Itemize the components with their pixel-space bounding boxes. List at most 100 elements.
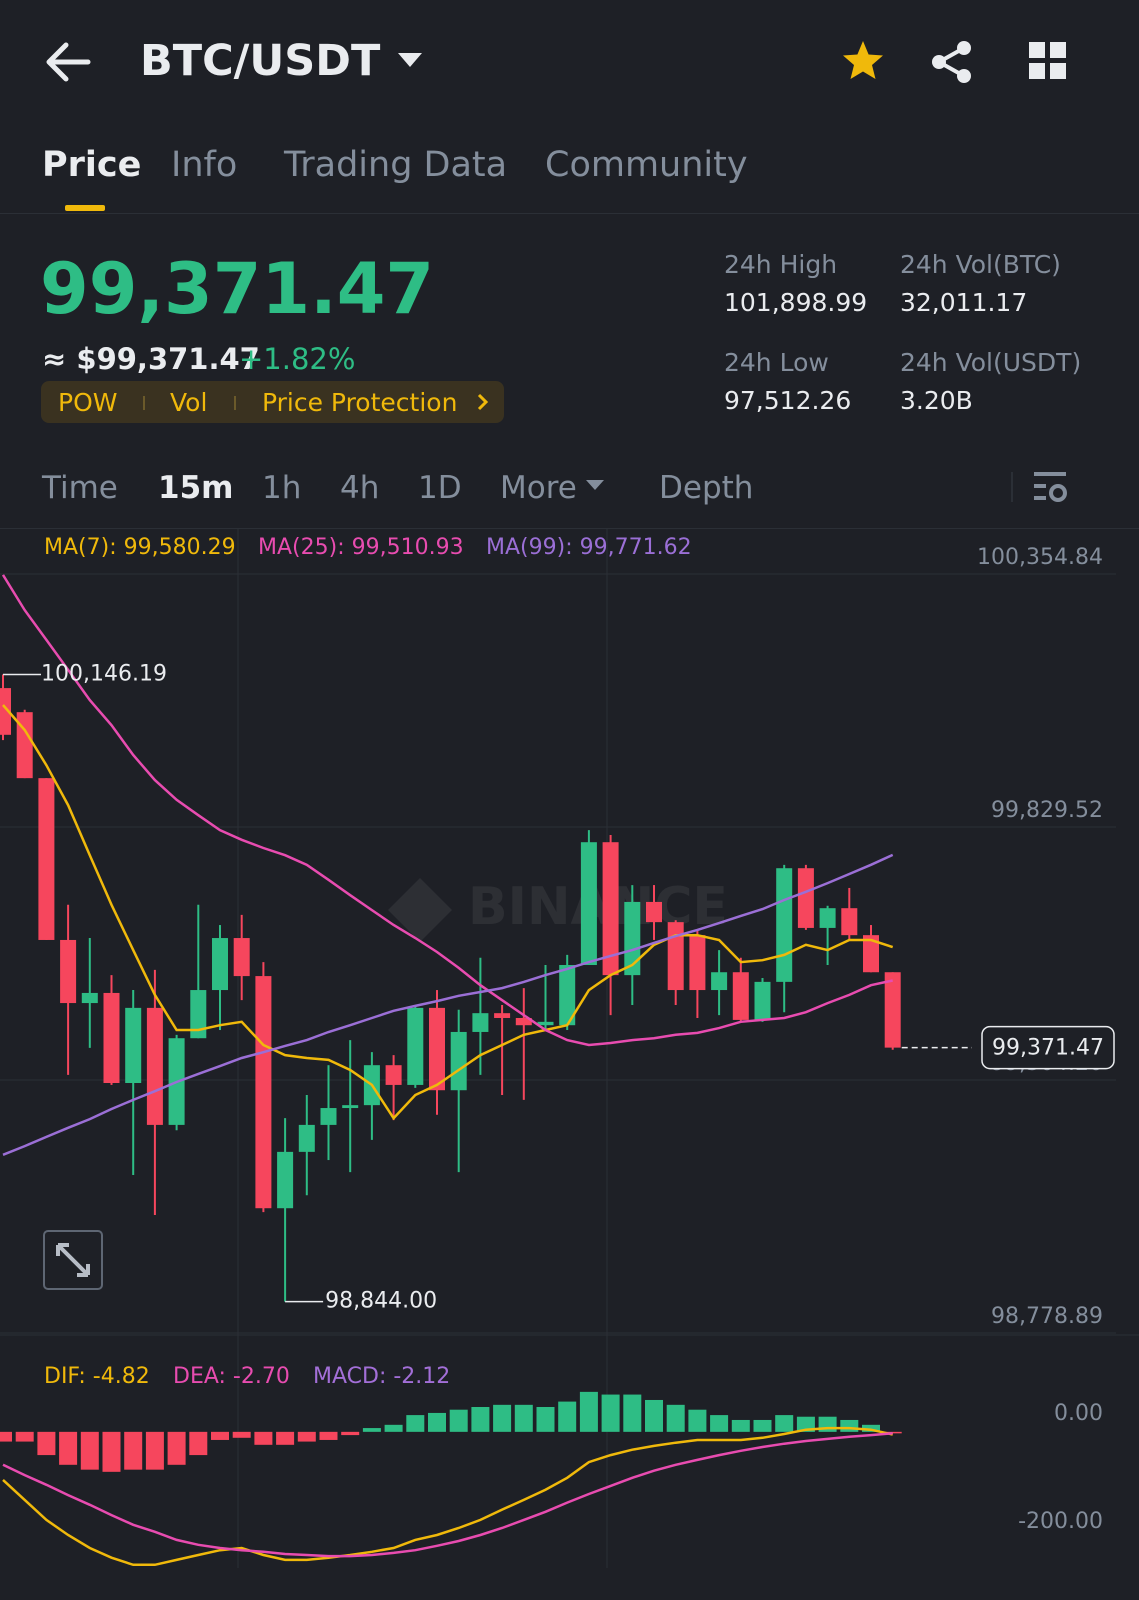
candle-body — [624, 901, 641, 976]
price-change: +1.82% — [239, 342, 356, 376]
last-price-label: 99,371.47 — [992, 1036, 1104, 1061]
grid-menu[interactable] — [1029, 42, 1067, 80]
back-button[interactable] — [44, 40, 92, 84]
macd-bar — [731, 1419, 750, 1432]
tag[interactable]: Price Protection — [262, 388, 458, 417]
candle-body — [385, 1065, 402, 1085]
candle-body — [884, 972, 901, 1048]
macd-bar — [428, 1412, 446, 1432]
macd-bar — [406, 1415, 425, 1432]
macd-bar — [688, 1409, 707, 1432]
tab[interactable]: Price — [42, 145, 142, 185]
timeframe[interactable]: 4h — [340, 470, 380, 506]
macd-bar — [645, 1399, 663, 1432]
watermark-logo — [388, 878, 452, 942]
candle-body — [711, 972, 728, 991]
timeframe[interactable]: Time — [42, 470, 118, 506]
y-tick-label: 98,778.89 — [991, 1304, 1103, 1329]
min-annotation: 98,844.00 — [325, 1289, 437, 1314]
macd-bar — [449, 1409, 468, 1432]
share-button[interactable] — [930, 40, 974, 84]
tab[interactable]: Info — [171, 145, 238, 185]
pair-dropdown[interactable] — [396, 50, 424, 70]
macd-bar — [232, 1431, 251, 1438]
candle-body — [255, 976, 272, 1209]
legend-entry: MACD: -2.12 — [313, 1364, 450, 1389]
macd-bar — [601, 1394, 620, 1432]
stat-label: 24h Low — [724, 348, 829, 377]
macd-bar — [796, 1416, 815, 1432]
tag-bar[interactable] — [41, 381, 504, 423]
candle-body — [320, 1108, 337, 1125]
macd-bar — [579, 1391, 598, 1432]
candle-body — [146, 1007, 163, 1125]
line-series — [1, 574, 893, 1047]
stat-label: 24h High — [724, 250, 838, 279]
tag-chevron[interactable] — [476, 392, 490, 412]
candle-body — [797, 868, 814, 928]
line-series — [2, 853, 894, 1156]
divider — [1011, 472, 1013, 502]
macd-bar — [319, 1431, 338, 1440]
candle-body — [515, 1017, 532, 1026]
tag-separator — [234, 396, 236, 410]
y-tick-label: 100,354.84 — [977, 545, 1103, 570]
tab[interactable]: Community — [545, 145, 748, 185]
macd-bar — [254, 1431, 273, 1445]
timeframe[interactable]: More — [500, 470, 577, 506]
legend-entry: DIF: -4.82 — [44, 1364, 150, 1389]
tag[interactable]: Vol — [170, 388, 208, 417]
fiat-price: ≈ $99,371.47 — [42, 342, 260, 376]
macd-bar — [59, 1431, 78, 1465]
macd-bar — [493, 1404, 512, 1432]
candle-body — [776, 868, 793, 982]
timeframe[interactable]: Depth — [659, 470, 754, 506]
macd-bar — [102, 1431, 121, 1472]
candle-body — [190, 990, 207, 1039]
candle-body — [667, 922, 684, 991]
candle-body — [732, 972, 749, 1020]
macd-bar — [0, 1431, 12, 1442]
watermark: BINANCE — [388, 877, 728, 942]
candle-body — [103, 992, 120, 1084]
macd-bar — [558, 1401, 577, 1432]
stat-value: 3.20B — [900, 386, 973, 415]
macd-bar — [211, 1431, 229, 1440]
candle-body — [407, 1007, 424, 1085]
candle-body — [580, 842, 597, 966]
tab[interactable]: Trading Data — [284, 145, 508, 185]
candle-body — [342, 1105, 359, 1109]
tab-indicator — [65, 205, 105, 211]
watermark-text: BINANCE — [468, 877, 728, 937]
candle-body — [125, 1007, 142, 1084]
y-tick-label: 0.00 — [1054, 1401, 1103, 1426]
candle-body — [472, 1013, 489, 1032]
fullscreen-button[interactable] — [43, 1230, 103, 1290]
tag-separator — [143, 396, 145, 410]
macd-bar — [15, 1431, 34, 1442]
timeframe[interactable]: 1h — [262, 470, 302, 506]
tag[interactable]: POW — [58, 388, 118, 417]
timeframe[interactable]: 1D — [418, 470, 462, 506]
stat-value: 101,898.99 — [724, 288, 868, 317]
macd-bar — [471, 1406, 490, 1432]
candle-body — [298, 1124, 315, 1152]
line-series — [2, 704, 894, 1121]
candle-body — [212, 938, 228, 991]
candle-body — [233, 938, 250, 977]
candle-body — [819, 908, 836, 928]
macd-bar — [623, 1394, 642, 1432]
stat-value: 97,512.26 — [724, 386, 852, 415]
chart-settings[interactable] — [1032, 470, 1070, 504]
favorite-star[interactable] — [840, 38, 886, 84]
macd-bar — [80, 1431, 99, 1470]
divider — [0, 213, 1139, 214]
macd-bar — [297, 1431, 316, 1442]
timeframe[interactable]: 15m — [158, 470, 234, 506]
candle-body — [754, 981, 771, 1020]
stat-value: 32,011.17 — [900, 288, 1028, 317]
pair-title[interactable]: BTC/USDT — [140, 36, 381, 86]
more-dropdown[interactable] — [585, 478, 605, 492]
